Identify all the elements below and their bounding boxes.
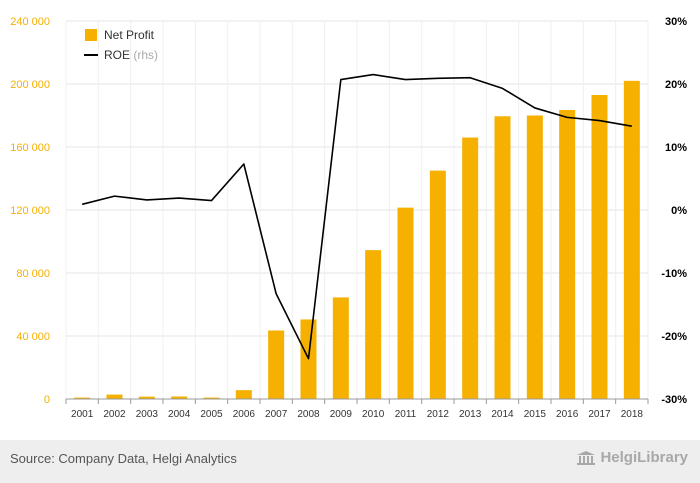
x-tick-label: 2006 — [233, 409, 256, 420]
x-tick-label: 2015 — [524, 409, 547, 420]
roe-line — [81, 73, 632, 360]
left-tick-label: 200 000 — [10, 79, 50, 91]
x-tick-label: 2010 — [362, 409, 385, 420]
bar-net-profit — [74, 397, 91, 399]
bar-net-profit — [235, 390, 252, 399]
x-tick-label: 2016 — [556, 409, 579, 420]
x-tick-label: 2004 — [168, 409, 191, 420]
right-tick-label: 0% — [671, 205, 687, 217]
right-tick-label: -20% — [661, 331, 687, 343]
helgi-library-logo: HelgiLibrary — [576, 449, 688, 466]
axes — [65, 398, 649, 404]
x-axis-ticks: 2001 2002 2003 2004 2005 2006 2007 2008 2009 2010… — [71, 409, 643, 420]
source-note: Source: Company Data, Helgi Analytics — [10, 451, 237, 466]
bar-net-profit — [397, 207, 414, 399]
bar-net-profit — [429, 170, 446, 399]
bar-net-profit — [591, 95, 608, 400]
right-tick-label: 10% — [665, 142, 687, 154]
right-tick-label: -30% — [661, 394, 687, 406]
x-tick-label: 2002 — [103, 409, 126, 420]
x-tick-label: 2018 — [621, 409, 644, 420]
legend-swatch-net-profit — [85, 29, 97, 41]
x-tick-label: 2003 — [136, 409, 159, 420]
left-tick-label: 0 — [44, 394, 50, 406]
left-tick-label: 120 000 — [10, 205, 50, 217]
bar-net-profit — [138, 396, 155, 399]
x-tick-label: 2014 — [491, 409, 514, 420]
legend-label-suffix: (rhs) — [130, 48, 158, 62]
left-tick-label: 240 000 — [10, 16, 50, 28]
bar-net-profit — [494, 116, 511, 399]
legend-label-main: Net Profit — [104, 28, 155, 42]
right-tick-label: -10% — [661, 268, 687, 280]
bar-net-profit — [365, 250, 382, 399]
roe-line-group — [81, 73, 632, 360]
left-tick-label: 40 000 — [16, 331, 50, 343]
left-axis-ticks: 0 40 000 80 000 120 000 160 000 200 000 240 00… — [10, 16, 50, 406]
legend-label: ROE (rhs) — [104, 48, 158, 62]
x-tick-label: 2007 — [265, 409, 288, 420]
bar-net-profit — [203, 397, 220, 399]
legend: Net Profit ROE (rhs) — [84, 28, 158, 62]
x-tick-label: 2009 — [330, 409, 353, 420]
x-tick-label: 2013 — [459, 409, 482, 420]
left-tick-label: 80 000 — [16, 268, 50, 280]
x-tick-label: 2012 — [427, 409, 450, 420]
bar-net-profit — [268, 330, 285, 399]
legend-label: Net Profit — [104, 28, 155, 42]
chart-svg: 0 40 000 80 000 120 000 160 000 200 000 240 00… — [10, 16, 687, 420]
footer-bar — [0, 440, 700, 483]
x-tick-label: 2008 — [297, 409, 320, 420]
bar-net-profit — [623, 80, 640, 399]
x-tick-label: 2017 — [588, 409, 611, 420]
library-building-icon — [577, 450, 596, 465]
left-tick-label: 160 000 — [10, 142, 50, 154]
x-tick-label: 2011 — [395, 409, 417, 420]
bar-net-profit — [332, 297, 349, 399]
x-tick-label: 2005 — [200, 409, 223, 420]
bar-net-profit — [559, 109, 576, 400]
right-tick-label: 30% — [665, 16, 687, 28]
x-tick-label: 2001 — [71, 409, 94, 420]
right-tick-label: 20% — [665, 79, 687, 91]
logo-text: HelgiLibrary — [600, 449, 688, 466]
grid-lines — [65, 20, 649, 399]
bar-net-profit — [526, 115, 543, 399]
bar-net-profit — [106, 394, 123, 399]
bar-net-profit — [171, 396, 188, 399]
legend-label-main: ROE — [104, 48, 130, 62]
bar-net-profit — [462, 137, 479, 400]
right-axis-ticks: -30% -20% -10% 0% 10% 20% 30% — [661, 16, 687, 406]
